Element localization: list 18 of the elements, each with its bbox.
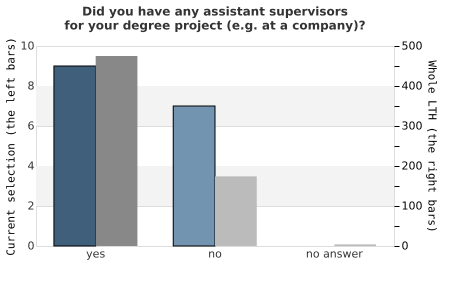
y-tick-label: 8 <box>28 80 34 92</box>
x-tick-label: no <box>208 248 222 260</box>
y2-axis-title: Whole LTH (the right bars) <box>425 60 438 233</box>
y-tick-label: 6 <box>28 120 34 132</box>
y-tick-label: 2 <box>28 200 34 212</box>
y2-tick-label: 500 <box>402 40 422 52</box>
y2-tick-label: 100 <box>402 200 422 212</box>
y2-tick-label: 400 <box>402 80 422 92</box>
y-tick-label: 0 <box>28 240 34 252</box>
y2-tick-label: 300 <box>402 120 422 132</box>
y2-tick-label: 200 <box>402 160 422 172</box>
y2-tick-label: 0 <box>402 240 408 252</box>
x-tick-label: no answer <box>306 248 364 260</box>
y-tick-label: 10 <box>20 40 34 52</box>
x-tick-label: yes <box>86 248 106 260</box>
y-tick-label: 4 <box>28 160 34 172</box>
chart-title: Did you have any assistant supervisors for your degree project (e.g. at a company)? <box>64 4 366 33</box>
y-axis-title: Current selection (the left bars) <box>4 37 18 256</box>
